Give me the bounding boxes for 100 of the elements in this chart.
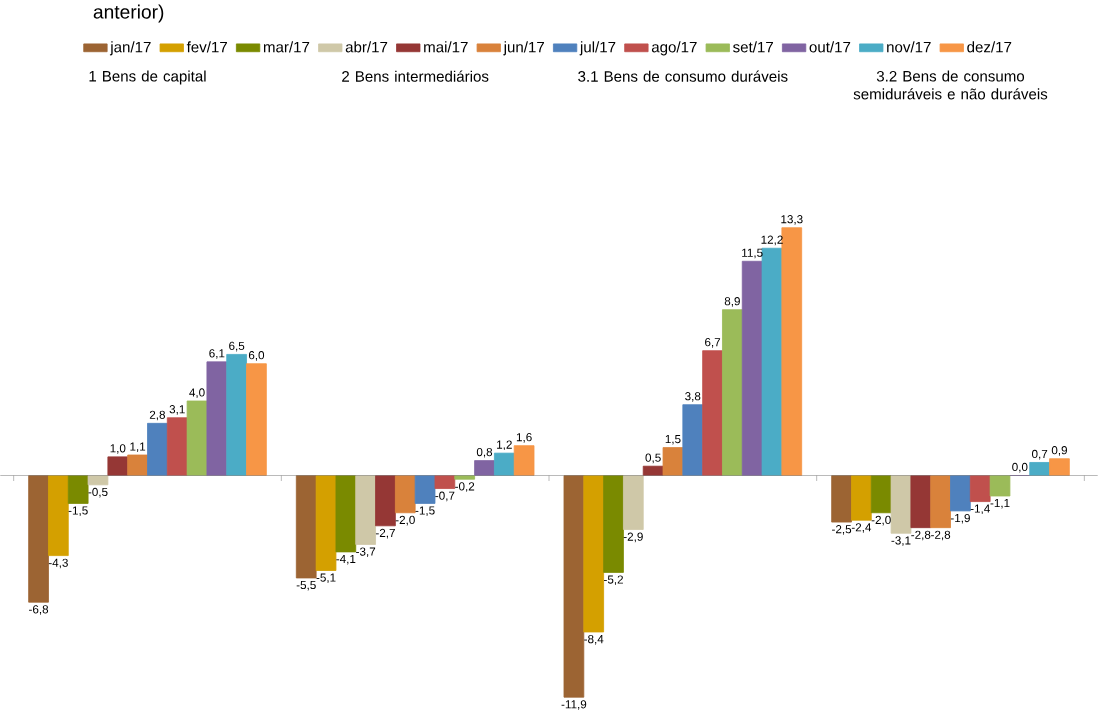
data-label: 1,6 [516, 433, 532, 443]
data-label: -2,7 [375, 529, 395, 539]
bar [989, 475, 1011, 497]
data-label: 1,5 [665, 435, 681, 445]
legend-label: abr/17 [345, 41, 388, 53]
data-label: 2,8 [149, 410, 166, 421]
bar [394, 475, 416, 514]
bar [662, 447, 684, 477]
data-label: -2,8 [931, 530, 951, 541]
legend-label: mar/17 [263, 41, 310, 53]
bar [67, 475, 89, 505]
bar [890, 475, 912, 534]
legend-label: ago/17 [651, 41, 697, 56]
data-label: -6,8 [29, 605, 49, 616]
data-label: 1,0 [110, 444, 126, 455]
bar [870, 475, 892, 514]
x-tick-label: 2 Bens intermediários [342, 70, 489, 82]
bar [781, 227, 803, 477]
bar [603, 475, 624, 573]
bar [335, 475, 357, 553]
bar [513, 445, 535, 477]
data-label: -4,3 [48, 558, 68, 569]
data-label: -3,7 [356, 547, 376, 558]
data-label: 0,9 [1051, 446, 1068, 456]
data-label: -1,5 [415, 506, 435, 517]
bar [761, 248, 783, 477]
bar [583, 475, 605, 633]
bar [246, 363, 267, 477]
bar [127, 454, 148, 477]
bar [147, 423, 168, 477]
data-label: -0,2 [455, 482, 475, 493]
data-label: -2,5 [832, 525, 852, 535]
legend-label: jan/17 [109, 41, 151, 56]
data-label: -5,5 [296, 581, 316, 591]
bar [682, 404, 704, 477]
legend-label: dez/17 [967, 41, 1012, 53]
bar [434, 475, 456, 490]
legend-label: jun/17 [503, 41, 544, 56]
bar [186, 400, 208, 477]
x-tick-label: 3.1 Bens de consumo duráveis [578, 70, 788, 82]
data-label: 1,1 [130, 442, 146, 453]
bar [107, 456, 129, 477]
data-label: -1,4 [970, 504, 990, 515]
data-label: 13,3 [781, 215, 803, 225]
bar [563, 475, 585, 698]
data-label: 3,1 [169, 405, 185, 415]
data-label: -1,1 [990, 499, 1010, 509]
bar [722, 309, 743, 477]
bar [493, 452, 515, 477]
data-label: -5,2 [603, 575, 623, 586]
data-label: 6,1 [209, 349, 225, 360]
data-label: -2,0 [871, 515, 891, 526]
data-label: 6,0 [248, 351, 265, 361]
data-label: -11,9 [561, 700, 587, 711]
legend-label: mai/17 [424, 41, 468, 53]
bar [741, 261, 763, 477]
legend-label: set/17 [733, 41, 773, 53]
data-label: -2,8 [911, 530, 931, 541]
data-label: 0,7 [1031, 450, 1048, 460]
data-label: -8,4 [584, 635, 604, 645]
data-label: -4,1 [336, 555, 356, 565]
data-label: 4,0 [189, 388, 205, 399]
data-label: 6,5 [229, 341, 245, 352]
data-label: 0,8 [476, 448, 493, 458]
bar [851, 475, 872, 521]
bar [226, 354, 247, 477]
data-label: 0,0 [1012, 463, 1028, 473]
bar [474, 460, 495, 477]
chart-title: anterior) [93, 4, 164, 23]
data-label: 8,9 [724, 297, 740, 307]
bar [950, 475, 971, 512]
data-label: -3,1 [891, 536, 911, 547]
data-label: 6,7 [705, 338, 721, 348]
legend-label: jul/17 [579, 41, 616, 56]
bar [702, 350, 723, 477]
legend-label: out/17 [809, 41, 851, 53]
bar [206, 361, 228, 477]
bar [414, 475, 436, 505]
data-label: 0,5 [645, 453, 661, 464]
bar [1049, 458, 1070, 477]
data-label: 1,2 [497, 440, 512, 451]
bar [1029, 462, 1050, 477]
bar [910, 475, 932, 529]
bar [28, 475, 49, 603]
bar [295, 475, 317, 579]
x-tick-label: 1 Bens de capital [89, 70, 206, 85]
bar [87, 475, 109, 486]
data-label: -5,1 [316, 573, 336, 584]
data-label: -2,4 [851, 523, 872, 534]
bar [969, 475, 991, 503]
data-label: -1,9 [950, 514, 970, 524]
data-label: 3,8 [685, 392, 701, 402]
data-label: -0,7 [435, 491, 455, 502]
bar [831, 475, 852, 523]
legend-label: nov/17 [887, 41, 931, 53]
data-label: -0,5 [88, 488, 108, 498]
bar [454, 475, 475, 480]
bar [315, 475, 337, 572]
bar [166, 417, 188, 477]
bar [48, 475, 69, 557]
